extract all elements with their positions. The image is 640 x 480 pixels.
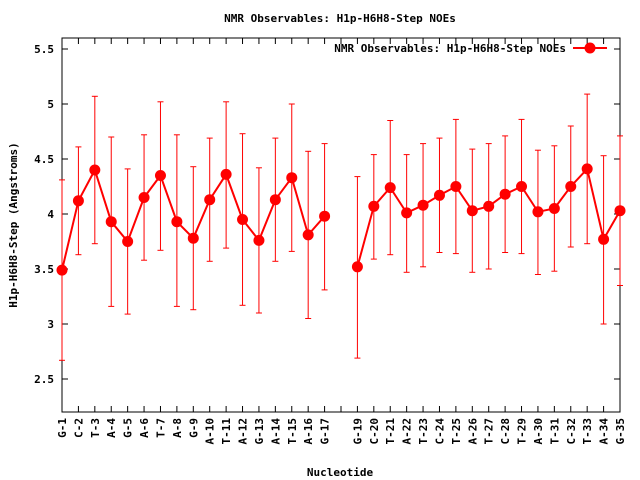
chart-title: NMR Observables: H1p-H6H8-Step NOEs — [224, 12, 456, 25]
x-tick-label: A-34 — [598, 418, 611, 445]
data-point — [56, 264, 68, 276]
data-point — [401, 207, 413, 219]
x-tick-label: C-24 — [433, 418, 446, 445]
y-tick-label: 5.5 — [34, 43, 54, 56]
x-tick-label: A-10 — [204, 418, 217, 445]
data-point — [220, 168, 232, 180]
data-points — [56, 163, 626, 276]
x-tick-label: G-9 — [187, 418, 200, 438]
data-point — [417, 199, 429, 211]
x-tick-label: G-5 — [122, 418, 135, 438]
x-tick-label: A-8 — [171, 418, 184, 438]
x-tick-label: G-13 — [253, 418, 266, 445]
data-point — [450, 181, 462, 192]
data-point — [384, 182, 396, 194]
data-point — [286, 172, 298, 184]
data-point — [302, 229, 314, 241]
data-point — [368, 200, 380, 212]
legend-label: NMR Observables: H1p-H6H8-Step NOEs — [334, 42, 566, 55]
error-bars — [59, 93, 623, 361]
x-tick-label: T-31 — [548, 418, 561, 445]
x-tick-label: A-26 — [466, 418, 479, 445]
legend: NMR Observables: H1p-H6H8-Step NOEs — [334, 42, 607, 55]
x-tick-label: A-4 — [105, 418, 118, 438]
data-point — [532, 206, 544, 218]
data-point — [516, 181, 528, 192]
data-point — [187, 232, 199, 244]
x-tick-label: T-33 — [581, 418, 594, 445]
data-point — [72, 195, 84, 207]
x-tick-label: A-16 — [302, 418, 315, 445]
data-point — [253, 234, 265, 246]
x-tick-label: C-28 — [499, 418, 512, 445]
plot-frame — [61, 37, 621, 413]
x-tick-label: T-15 — [286, 418, 299, 445]
x-tick-label: C-32 — [565, 418, 578, 445]
data-point — [433, 189, 445, 201]
series-line-group — [61, 166, 621, 271]
data-point — [319, 210, 331, 222]
x-tick-label: A-14 — [269, 418, 282, 445]
x-tick-label: A-12 — [237, 418, 250, 445]
x-tick-label: G-19 — [351, 418, 364, 445]
x-tick-label: T-21 — [384, 418, 397, 445]
data-point — [122, 236, 134, 247]
y-tick-label: 5 — [47, 98, 54, 111]
x-tick-label: G-35 — [614, 418, 627, 445]
data-point — [499, 188, 511, 200]
data-point — [598, 233, 610, 245]
data-point — [351, 261, 363, 273]
x-tick-label: T-25 — [450, 418, 463, 445]
x-axis: G-1 C-2 T-3 A-4 G-5 A-6 T-7 A-8 G-9 A-10 T-11 A-12 G… — [56, 38, 627, 445]
data-point — [269, 194, 281, 206]
data-point — [237, 214, 249, 225]
y-tick-label: 2.5 — [34, 373, 54, 386]
data-point — [565, 181, 577, 192]
y-tick-label: 4 — [47, 208, 54, 221]
data-point — [483, 200, 495, 212]
x-tick-label: A-22 — [401, 418, 414, 445]
legend-swatch-marker — [584, 42, 596, 54]
data-point — [548, 203, 560, 214]
data-point — [171, 216, 183, 228]
x-tick-label: G-1 — [56, 418, 69, 438]
y-tick-label: 3.5 — [34, 263, 54, 276]
x-tick-label: C-2 — [72, 418, 85, 438]
y-axis-label: H1p-H6H8-Step (Angstroms) — [7, 142, 20, 308]
x-tick-label: T-27 — [483, 418, 496, 445]
y-tick-label: 3 — [47, 318, 54, 331]
x-tick-label: C-20 — [368, 418, 381, 445]
data-point — [89, 164, 101, 176]
data-point — [581, 163, 593, 175]
x-tick-label: T-7 — [154, 418, 167, 438]
x-tick-label: A-6 — [138, 418, 151, 438]
data-point — [138, 192, 150, 203]
y-tick-label: 4.5 — [34, 153, 54, 166]
data-point — [204, 194, 216, 206]
data-point — [614, 205, 626, 217]
data-point — [466, 205, 478, 217]
x-tick-label: T-3 — [89, 418, 102, 438]
data-point — [105, 216, 117, 228]
data-point — [154, 170, 166, 181]
x-tick-label: T-11 — [220, 418, 233, 445]
x-tick-label: A-30 — [532, 418, 545, 445]
x-tick-label: T-29 — [516, 418, 529, 445]
x-axis-label: Nucleotide — [307, 466, 374, 479]
x-tick-label: G-17 — [319, 418, 332, 445]
x-tick-label: T-23 — [417, 418, 430, 445]
